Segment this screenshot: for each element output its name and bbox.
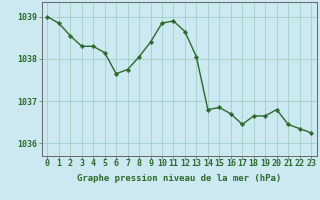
- X-axis label: Graphe pression niveau de la mer (hPa): Graphe pression niveau de la mer (hPa): [77, 174, 281, 183]
